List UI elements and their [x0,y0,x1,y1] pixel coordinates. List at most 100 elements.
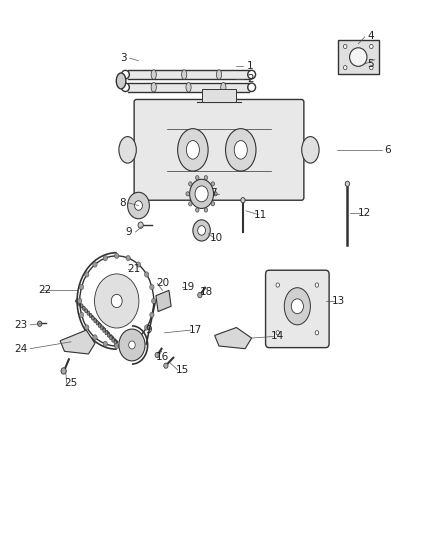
Text: 24: 24 [14,344,28,354]
Ellipse shape [94,318,96,322]
Text: 20: 20 [156,278,169,288]
Ellipse shape [182,70,187,79]
Ellipse shape [85,272,89,277]
Ellipse shape [82,306,85,310]
Ellipse shape [107,333,110,337]
Ellipse shape [112,338,114,342]
Ellipse shape [115,343,119,349]
Ellipse shape [189,182,192,186]
Ellipse shape [193,220,210,241]
Text: 1: 1 [247,61,254,71]
Ellipse shape [151,70,156,79]
Text: 4: 4 [367,31,374,41]
Ellipse shape [127,192,149,219]
Text: 7: 7 [210,188,217,198]
Bar [338,40,379,74]
Ellipse shape [195,208,199,212]
Ellipse shape [126,341,131,346]
Ellipse shape [79,312,84,318]
Text: 9: 9 [145,325,152,335]
Ellipse shape [92,316,94,320]
Ellipse shape [95,274,139,328]
Ellipse shape [111,294,122,308]
Ellipse shape [78,298,82,304]
Text: 10: 10 [210,233,223,244]
Ellipse shape [343,44,347,49]
Text: 8: 8 [119,198,125,208]
Polygon shape [156,290,171,312]
Ellipse shape [234,141,247,159]
Ellipse shape [80,304,83,308]
Ellipse shape [145,272,149,277]
Ellipse shape [186,141,199,159]
Ellipse shape [103,328,106,333]
Ellipse shape [119,329,145,361]
Ellipse shape [195,175,199,180]
Ellipse shape [211,182,215,186]
Ellipse shape [189,201,192,206]
Ellipse shape [129,341,135,349]
Ellipse shape [315,330,319,335]
Ellipse shape [276,330,279,335]
Ellipse shape [195,186,208,202]
Ellipse shape [103,341,107,346]
Ellipse shape [38,321,42,326]
Text: 3: 3 [120,53,127,63]
Ellipse shape [214,192,217,196]
Ellipse shape [134,201,142,211]
Ellipse shape [126,255,131,261]
Ellipse shape [178,128,208,171]
Ellipse shape [186,83,191,92]
Ellipse shape [138,222,143,228]
Ellipse shape [164,363,168,368]
Ellipse shape [343,66,347,70]
Ellipse shape [350,48,367,66]
Text: 5: 5 [367,59,374,69]
Ellipse shape [370,66,373,70]
Ellipse shape [198,225,205,235]
Ellipse shape [98,324,101,327]
Ellipse shape [79,285,84,290]
Ellipse shape [155,352,159,358]
Text: 21: 21 [127,264,141,274]
Text: 18: 18 [199,287,213,297]
FancyBboxPatch shape [134,100,304,200]
Text: 19: 19 [182,281,195,292]
Ellipse shape [93,262,97,267]
Ellipse shape [85,309,88,313]
Polygon shape [127,83,250,92]
Ellipse shape [186,192,189,196]
Ellipse shape [241,198,245,203]
Text: 16: 16 [156,352,169,361]
Ellipse shape [96,321,99,325]
Ellipse shape [93,335,97,340]
Ellipse shape [198,293,202,298]
Ellipse shape [204,175,208,180]
Ellipse shape [190,179,214,208]
Ellipse shape [204,208,208,212]
Ellipse shape [221,83,226,92]
Ellipse shape [136,262,141,267]
Ellipse shape [76,299,78,303]
Ellipse shape [103,255,107,261]
Text: 12: 12 [358,208,371,219]
Ellipse shape [85,325,89,330]
Text: 17: 17 [188,325,202,335]
Ellipse shape [114,341,117,345]
Text: 25: 25 [64,378,78,388]
Ellipse shape [116,73,126,89]
Ellipse shape [100,326,103,330]
Ellipse shape [105,330,108,335]
Ellipse shape [211,201,215,206]
Polygon shape [215,327,252,349]
Ellipse shape [119,136,136,163]
Text: 15: 15 [176,365,189,375]
Ellipse shape [370,44,373,49]
Ellipse shape [291,299,304,314]
Ellipse shape [150,285,154,290]
Text: 23: 23 [14,320,28,330]
Ellipse shape [89,313,92,318]
Ellipse shape [216,70,222,79]
Ellipse shape [110,336,112,340]
Polygon shape [127,70,250,79]
